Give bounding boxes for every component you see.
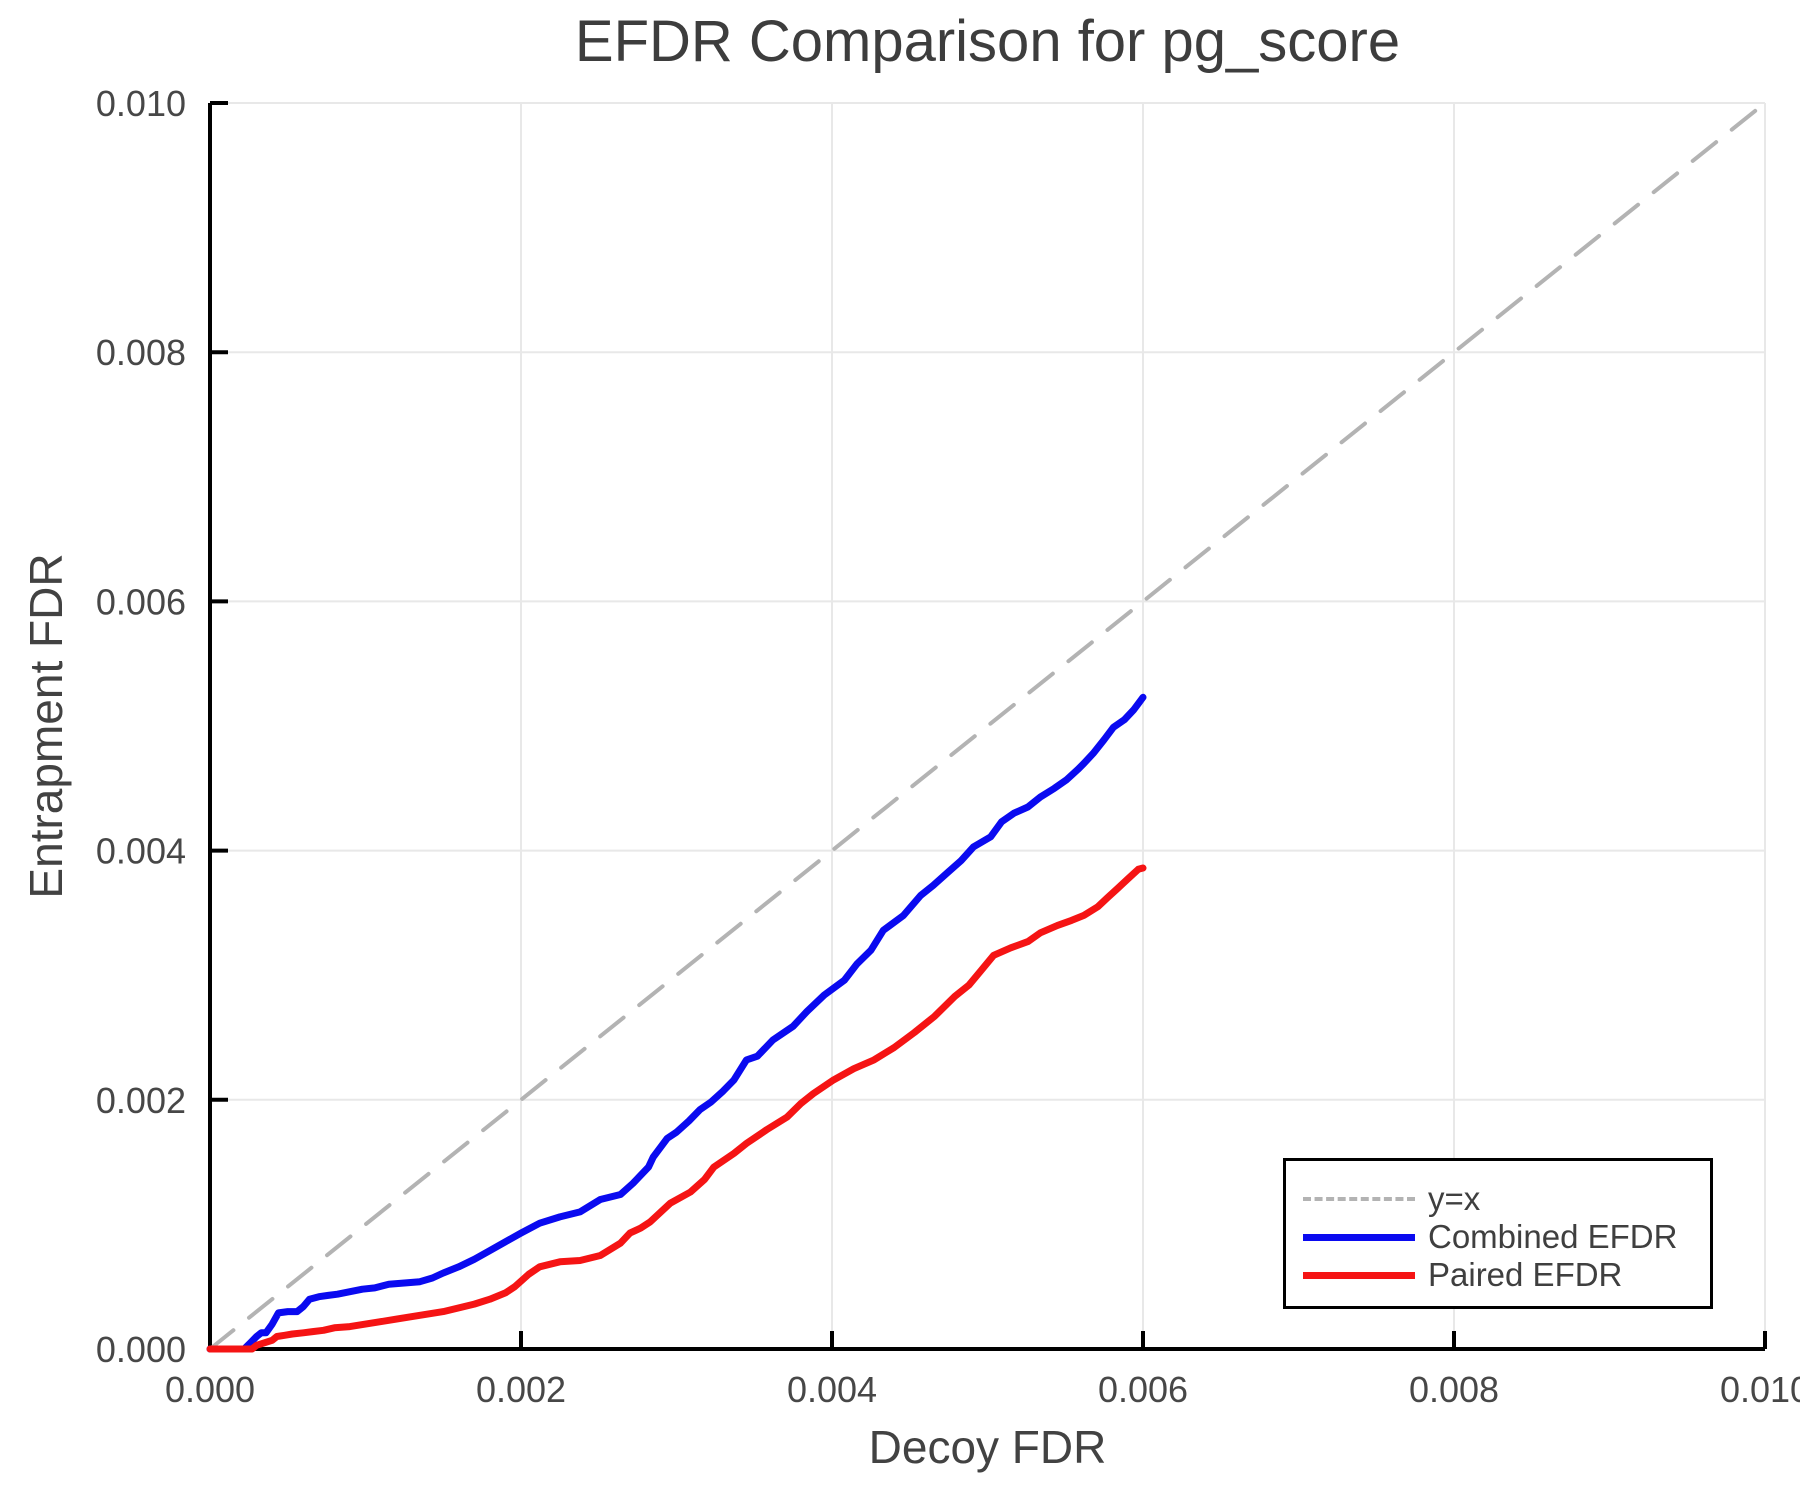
legend-entry-paired-efdr: Paired EFDR	[1303, 1256, 1710, 1294]
legend-entry-combined-efdr: Combined EFDR	[1303, 1218, 1710, 1256]
legend-entry-identity: y=x	[1303, 1180, 1710, 1218]
legend-label-combined-efdr: Combined EFDR	[1428, 1218, 1678, 1255]
y-tick-label: 0.008	[96, 332, 186, 373]
x-tick-label: 0.008	[1409, 1369, 1499, 1410]
x-axis-label: Decoy FDR	[868, 1421, 1107, 1473]
legend: y=x Combined EFDR Paired EFDR	[1283, 1158, 1713, 1309]
x-tick-label: 0.010	[1720, 1369, 1800, 1410]
legend-label-identity: y=x	[1428, 1180, 1481, 1217]
x-tick-label: 0.006	[1098, 1369, 1188, 1410]
paired-efdr-line-sample-icon	[1303, 1271, 1415, 1279]
x-tick-label: 0.004	[787, 1369, 877, 1410]
y-tick-label: 0.004	[96, 831, 186, 872]
x-tick-label: 0.000	[165, 1369, 255, 1410]
combined-efdr-line-sample-icon	[1303, 1233, 1415, 1241]
chart-title: EFDR Comparison for pg_score	[574, 9, 1401, 74]
identity-line	[208, 101, 1767, 1351]
y-tick-label: 0.006	[96, 581, 186, 622]
legend-label-paired-efdr: Paired EFDR	[1428, 1256, 1623, 1293]
y-tick-label: 0.002	[96, 1080, 186, 1121]
y-tick-label: 0.010	[96, 83, 186, 124]
combined-efdr-line	[206, 693, 1147, 1353]
x-tick-label: 0.002	[476, 1369, 566, 1410]
identity-line-sample-icon	[1303, 1197, 1415, 1201]
paired-efdr-line	[206, 864, 1147, 1353]
y-tick-label: 0.000	[96, 1329, 186, 1370]
